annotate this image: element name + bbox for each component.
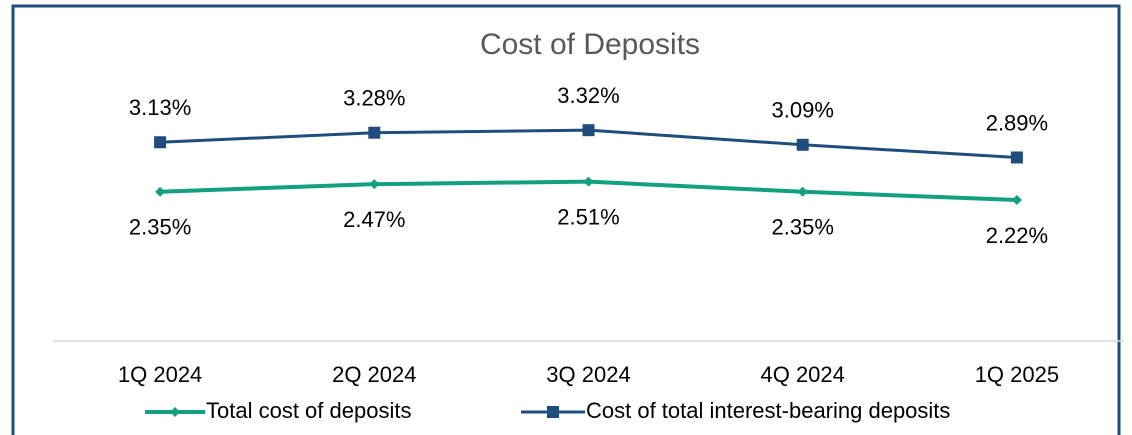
data-label: 3.09% <box>772 98 834 123</box>
x-tick-label: 1Q 2024 <box>118 362 202 387</box>
data-label: 2.89% <box>986 110 1048 135</box>
chart-title: Cost of Deposits <box>480 28 700 61</box>
x-tick-label: 2Q 2024 <box>332 362 416 387</box>
marker <box>797 186 808 197</box>
data-label: 2.35% <box>772 215 834 240</box>
marker <box>583 176 594 187</box>
x-tick-label: 3Q 2024 <box>546 362 630 387</box>
x-tick-label: 4Q 2024 <box>760 362 844 387</box>
legend-label: Cost of total interest-bearing deposits <box>586 398 950 423</box>
marker <box>368 126 381 139</box>
legend-label: Total cost of deposits <box>206 398 411 423</box>
legend-marker <box>547 406 559 418</box>
marker <box>154 136 167 149</box>
marker <box>582 124 595 137</box>
data-label: 2.51% <box>557 204 619 229</box>
marker <box>155 186 166 197</box>
data-label: 2.47% <box>343 207 405 232</box>
marker <box>796 138 809 151</box>
x-tick-label: 1Q 2025 <box>975 362 1059 387</box>
marker <box>369 179 380 190</box>
data-label: 3.28% <box>343 86 405 111</box>
data-label: 3.32% <box>557 83 619 108</box>
data-label: 3.13% <box>129 95 191 120</box>
data-label: 2.35% <box>129 215 191 240</box>
marker <box>1010 151 1023 164</box>
data-label: 2.22% <box>986 223 1048 248</box>
frame <box>11 4 1121 435</box>
marker <box>1011 195 1022 206</box>
legend-marker <box>170 407 180 417</box>
